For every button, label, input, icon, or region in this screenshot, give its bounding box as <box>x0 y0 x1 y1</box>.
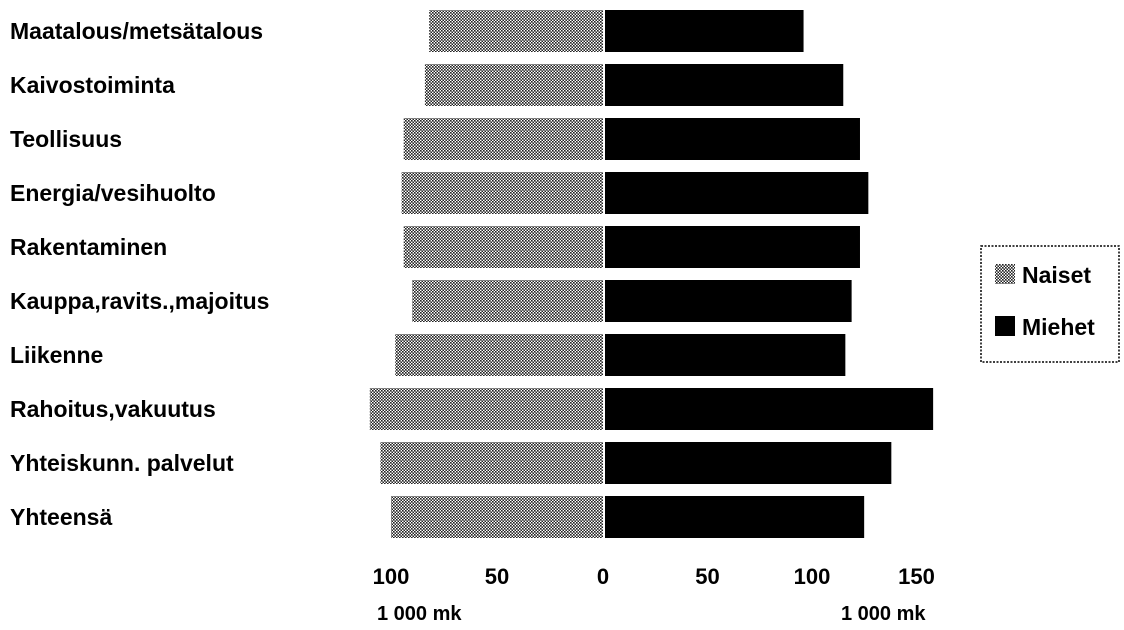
bar-naiset-liikenne <box>395 334 603 376</box>
bar-naiset-yhteensa <box>391 496 603 538</box>
category-label-teollisuus: Teollisuus <box>10 126 122 152</box>
legend-swatch-naiset <box>995 264 1015 284</box>
bar-miehet-rahoitus-vakuutus <box>605 388 934 430</box>
bar-naiset-teollisuus <box>403 118 603 160</box>
tick-left-100: 100 <box>373 564 410 589</box>
category-label-yhteiskunn-palvelut: Yhteiskunn. palvelut <box>10 450 234 476</box>
category-label-liikenne: Liikenne <box>10 342 103 368</box>
legend-swatch-miehet <box>995 316 1015 336</box>
category-label-maatalous-metsatalous: Maatalous/metsätalous <box>10 18 263 44</box>
bar-naiset-maatalous-metsatalous <box>429 10 603 52</box>
tick-left-0: 0 <box>597 564 609 589</box>
unit-label-right: 1 000 mk <box>841 603 926 625</box>
category-label-rakentaminen: Rakentaminen <box>10 234 167 260</box>
category-label-yhteensa: Yhteensä <box>10 504 112 530</box>
category-labels: Maatalous/metsätalous Kaivostoiminta Teoll… <box>10 18 269 530</box>
bar-miehet-maatalous-metsatalous <box>605 10 804 52</box>
category-label-kauppa-ravits-majoitus: Kauppa,ravits.,majoitus <box>10 288 269 314</box>
bar-miehet-liikenne <box>605 334 846 376</box>
bar-naiset-energia-vesihuolto <box>401 172 603 214</box>
category-label-energia-vesihuolto: Energia/vesihuolto <box>10 180 216 206</box>
x-axis-ticks: 100 50 0 50 100 150 <box>373 564 935 589</box>
unit-label-left: 1 000 mk <box>377 603 462 625</box>
category-label-kaivostoiminta: Kaivostoiminta <box>10 72 175 98</box>
bar-naiset-rakentaminen <box>403 226 603 268</box>
miehet-bars <box>605 10 934 538</box>
legend-label-naiset: Naiset <box>1022 262 1091 288</box>
bar-miehet-kaivostoiminta <box>605 64 844 106</box>
tick-right-50: 50 <box>695 564 719 589</box>
bar-naiset-kaivostoiminta <box>424 64 603 106</box>
category-label-rahoitus-vakuutus: Rahoitus,vakuutus <box>10 396 216 422</box>
naiset-bars <box>369 10 603 538</box>
legend-label-miehet: Miehet <box>1022 314 1095 340</box>
bar-miehet-yhteiskunn-palvelut <box>605 442 892 484</box>
bar-miehet-yhteensa <box>605 496 865 538</box>
bar-miehet-rakentaminen <box>605 226 860 268</box>
tick-left-50: 50 <box>485 564 509 589</box>
bar-miehet-teollisuus <box>605 118 860 160</box>
tick-right-150: 150 <box>898 564 935 589</box>
bar-naiset-rahoitus-vakuutus <box>369 388 603 430</box>
bar-miehet-energia-vesihuolto <box>605 172 869 214</box>
bar-naiset-yhteiskunn-palvelut <box>380 442 603 484</box>
bar-miehet-kauppa-ravits-majoitus <box>605 280 852 322</box>
bar-naiset-kauppa-ravits-majoitus <box>412 280 603 322</box>
legend: Naiset Miehet <box>980 245 1120 363</box>
tick-right-100: 100 <box>794 564 831 589</box>
